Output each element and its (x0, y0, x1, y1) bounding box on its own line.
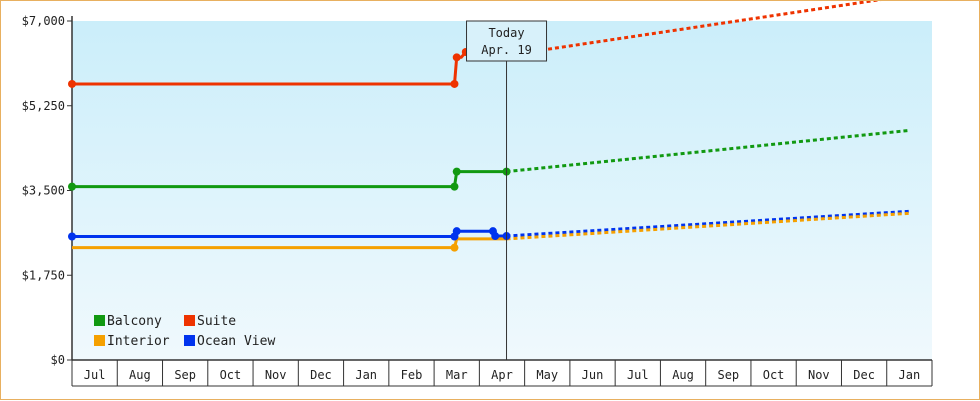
legend-label: Interior (107, 334, 170, 349)
x-tick-label: Jul (627, 368, 649, 382)
legend-label: Suite (197, 314, 236, 329)
data-point-balcony (450, 182, 459, 191)
y-tick-label: $5,250 (22, 99, 65, 113)
legend-swatch (184, 315, 195, 326)
data-point-ocean-view (452, 227, 461, 236)
series-projected-line-balcony (506, 128, 910, 174)
x-tick-label: Jan (355, 368, 377, 382)
x-tick-label: Sep (717, 368, 739, 382)
series-line-interior (72, 237, 507, 250)
series-line-balcony (72, 170, 507, 189)
x-tick-label: Oct (220, 368, 242, 382)
today-label-line1: Today (488, 26, 524, 40)
data-point-balcony (452, 167, 461, 176)
series-projected-line-interior (506, 211, 910, 241)
x-tick-label: Mar (446, 368, 468, 382)
legend-label: Ocean View (197, 334, 275, 349)
legend-label: Balcony (107, 314, 162, 329)
data-point-suite (450, 79, 459, 88)
series-projected-line-ocean-view (506, 209, 910, 238)
x-tick-label: Dec (853, 368, 875, 382)
x-tick-label: Jun (582, 368, 604, 382)
y-tick-label: $1,750 (22, 268, 65, 282)
data-point-suite (452, 53, 461, 62)
y-tick-label: $3,500 (22, 184, 65, 198)
x-tick-label: Feb (401, 368, 423, 382)
today-label-line2: Apr. 19 (481, 43, 532, 57)
x-tick-label: Oct (763, 368, 785, 382)
series-projected-line-suite (506, 1, 882, 57)
x-tick-label: May (536, 368, 558, 382)
x-tick-label: Apr (491, 368, 513, 382)
today-box (466, 20, 548, 62)
data-point-ocean-view (491, 232, 500, 241)
legend-swatch (94, 335, 105, 346)
data-point-suite (68, 79, 76, 88)
x-tick-label: Dec (310, 368, 332, 382)
data-point-interior (450, 243, 459, 252)
x-tick-label: Nov (265, 368, 287, 382)
legend-swatch (184, 335, 195, 346)
x-tick-label: Nov (808, 368, 830, 382)
y-tick-label: $7,000 (22, 14, 65, 28)
x-tick-label: Aug (129, 368, 151, 382)
x-tick-label: Aug (672, 368, 694, 382)
plot-background (72, 21, 932, 360)
legend-swatch (94, 315, 105, 326)
y-tick-label: $0 (51, 353, 65, 367)
x-tick-label: Sep (174, 368, 196, 382)
data-point-balcony (68, 182, 76, 191)
data-point-ocean-view (68, 232, 76, 241)
x-tick-label: Jan (899, 368, 921, 382)
x-tick-label: Jul (84, 368, 106, 382)
